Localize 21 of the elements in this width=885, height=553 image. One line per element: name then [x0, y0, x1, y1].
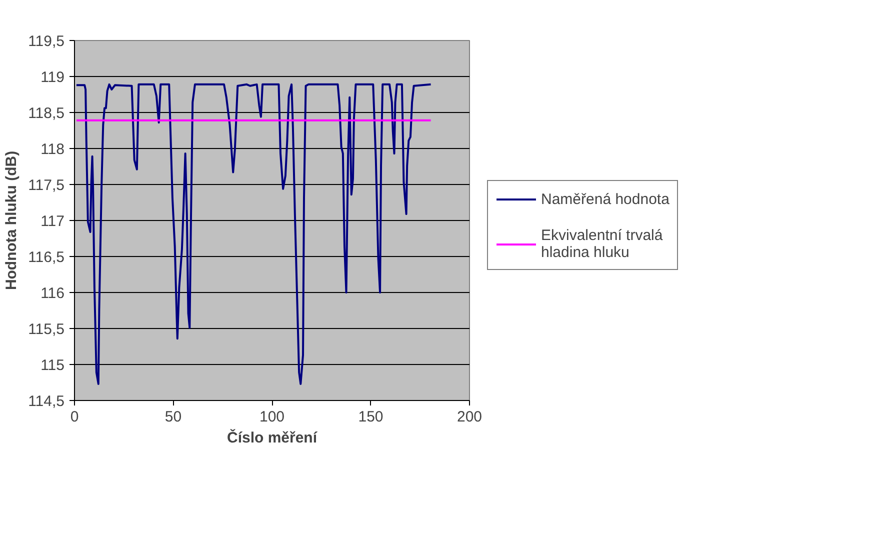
- x-tick-label: 150: [358, 408, 384, 426]
- legend-label: Ekvivalentní trvalá hladina hluku: [541, 227, 663, 261]
- y-tick-label: 116: [40, 285, 65, 302]
- y-tick-label: 116,5: [28, 249, 65, 266]
- legend-label: Naměřená hodnota: [541, 190, 670, 208]
- x-tick-label: 100: [259, 408, 285, 426]
- y-tick-label: 114,5: [28, 393, 65, 410]
- y-axis-title: Hodnota hluku (dB): [3, 150, 20, 290]
- y-tick-label: 115,5: [28, 321, 65, 338]
- x-tick-label: 200: [456, 408, 482, 426]
- y-tick-label: 117: [40, 213, 65, 230]
- x-tick-label: 0: [70, 408, 79, 426]
- y-tick-label: 118,5: [28, 105, 65, 122]
- x-tick-label: 50: [164, 408, 182, 426]
- y-tick-label: 115: [40, 357, 65, 374]
- y-tick-label: 117,5: [28, 177, 65, 194]
- y-tick-label: 119: [40, 69, 65, 86]
- y-tick-label: 119,5: [28, 33, 65, 50]
- x-axis-title: Číslo měření: [226, 428, 318, 446]
- line-series: [75, 83, 432, 385]
- y-tick-label: 118: [40, 141, 65, 158]
